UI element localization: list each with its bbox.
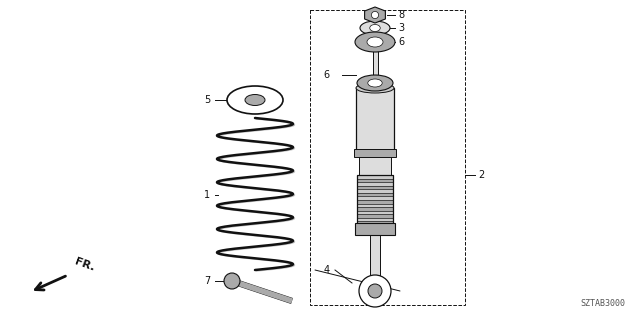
- Ellipse shape: [357, 75, 393, 91]
- Circle shape: [359, 275, 391, 307]
- Circle shape: [368, 284, 382, 298]
- Text: 3: 3: [398, 23, 404, 33]
- Bar: [357, 175, 393, 225]
- Bar: [357, 196, 393, 200]
- Ellipse shape: [245, 94, 265, 106]
- Bar: [356, 88, 394, 155]
- Circle shape: [371, 12, 379, 19]
- Text: 2: 2: [478, 170, 484, 180]
- Bar: [359, 155, 391, 175]
- Ellipse shape: [370, 25, 380, 31]
- Bar: [357, 175, 393, 179]
- Ellipse shape: [355, 32, 395, 52]
- Text: 8: 8: [398, 10, 404, 20]
- Bar: [370, 235, 380, 280]
- Ellipse shape: [356, 83, 394, 93]
- Bar: [357, 207, 393, 211]
- Bar: [355, 223, 395, 235]
- Polygon shape: [365, 7, 385, 23]
- Bar: [357, 211, 393, 214]
- Bar: [310, 10, 465, 305]
- Text: 6: 6: [324, 70, 330, 80]
- Bar: [357, 218, 393, 221]
- Text: FR.: FR.: [73, 257, 96, 273]
- Bar: [354, 149, 396, 157]
- Bar: [357, 189, 393, 193]
- Bar: [357, 179, 393, 182]
- Ellipse shape: [360, 21, 390, 35]
- Bar: [357, 221, 393, 225]
- Text: SZTAB3000: SZTAB3000: [580, 299, 625, 308]
- Text: 4: 4: [324, 265, 330, 275]
- Text: 6: 6: [398, 37, 404, 47]
- Text: 7: 7: [204, 276, 210, 286]
- Bar: [357, 182, 393, 186]
- Text: 1: 1: [204, 190, 210, 200]
- Text: 5: 5: [204, 95, 210, 105]
- Ellipse shape: [367, 37, 383, 47]
- Bar: [357, 193, 393, 196]
- Bar: [357, 214, 393, 218]
- Bar: [357, 200, 393, 204]
- Ellipse shape: [368, 79, 382, 87]
- Bar: [372, 50, 378, 75]
- Bar: [357, 204, 393, 207]
- Circle shape: [224, 273, 240, 289]
- Bar: [357, 186, 393, 189]
- Ellipse shape: [227, 86, 283, 114]
